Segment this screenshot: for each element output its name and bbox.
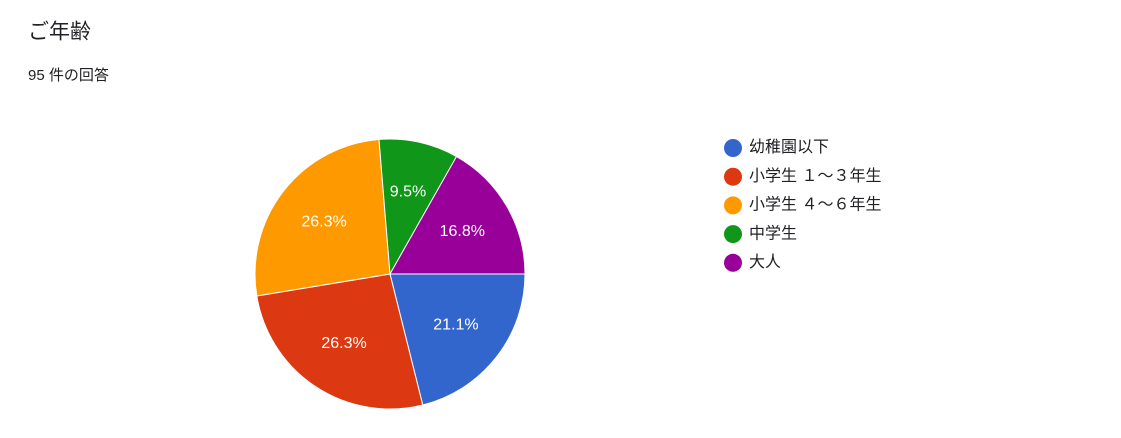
legend-label: 大人 [749, 253, 781, 271]
slice-label: 26.3% [301, 214, 346, 231]
pie-slice [256, 273, 424, 410]
slice-label: 9.5% [390, 183, 426, 200]
legend-swatch [724, 253, 742, 272]
legend-swatch [724, 139, 742, 157]
pie-slice [389, 155, 526, 275]
slice-label: 16.8% [440, 223, 485, 240]
legend-swatch [724, 167, 742, 186]
chart-title: ご年齢 [28, 21, 91, 44]
slice-label: 26.3% [321, 335, 366, 352]
chart-subtitle: 95 件の回答 [28, 67, 109, 84]
slice-label: 21.1% [433, 317, 478, 334]
legend-label: 幼稚園以下 [749, 138, 829, 156]
legend-swatch [724, 196, 742, 215]
legend-label: 小学生 １～３年生 [749, 167, 881, 185]
pie-slice [254, 138, 391, 297]
legend-label: 小学生 ４～６年生 [749, 196, 881, 214]
legend-label: 中学生 [749, 224, 797, 242]
pie-slice [378, 138, 458, 276]
pie-slice [389, 273, 526, 406]
legend-swatch [724, 225, 742, 244]
